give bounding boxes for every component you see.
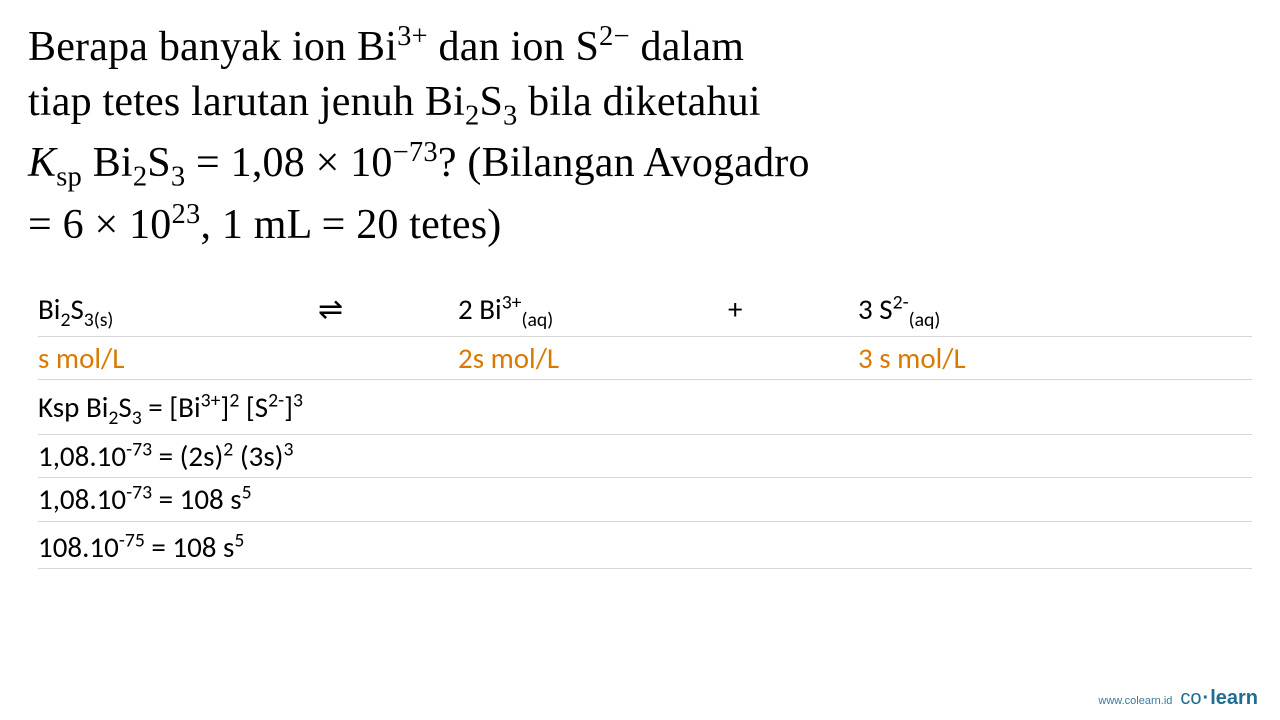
text: 1,08.10 [38,438,126,474]
superscript: 3+ [397,21,428,52]
superscript: 2− [599,21,630,52]
text: (3s) [233,438,283,474]
equation-row-concentrations: s mol/L 2s mol/L 3 s mol/L [38,337,1252,381]
superscript: -73 [126,437,152,461]
superscript: −73 [393,137,438,168]
text: S [70,291,83,327]
text: Bi [38,291,60,327]
text: = 1,08 × 10 [185,140,392,186]
text: ? (Bilangan Avogadro [438,140,810,186]
text: 1,08.10 [38,481,126,517]
text: Berapa banyak ion Bi [28,24,397,70]
text: Ksp Bi [38,389,108,425]
text: 108.10 [38,529,119,565]
superscript: 5 [234,528,244,552]
text: bila diketahui [517,79,760,125]
text: 3 S [858,291,893,327]
superscript: 2 [223,437,233,461]
text: [S [239,389,268,425]
text: S [118,389,131,425]
text: tiap tetes larutan jenuh Bi [28,79,465,125]
calc-line-3: 1,08.10-73 = 108 s5 [38,478,1252,522]
superscript: 2- [268,389,284,413]
text: 2 Bi [458,291,502,327]
text: , 1 mL = 20 tetes) [200,202,501,248]
superscript: 3+ [502,291,522,315]
calc-line-4: 108.10-75 = 108 s5 [38,526,1252,570]
product-1: 2 Bi3+(aq) [458,289,728,334]
text: = (2s) [152,438,223,474]
reactant: Bi2S3(s) [38,289,318,334]
superscript: 3+ [201,389,221,413]
product-2: 3 S2-(aq) [858,289,1138,334]
subscript: (aq) [909,308,941,332]
footer: www.colearn.id co·learn [1098,687,1258,710]
brand-learn: learn [1210,687,1258,709]
text: Bi [82,140,133,186]
subscript: 2 [465,100,479,131]
brand-co: co [1180,687,1201,709]
text: ] [220,389,229,425]
text: S [147,140,171,186]
superscript: -73 [126,481,152,505]
text: dalam [630,24,744,70]
text: = 108 s [152,481,242,517]
subscript: 3 [171,162,185,193]
subscript: 3(s) [84,308,114,332]
brand-dot: · [1203,687,1210,709]
reactant-conc: s mol/L [38,338,318,379]
superscript: -75 [119,528,145,552]
subscript: 2 [60,308,70,332]
solution-working: Bi2S3(s) ⇌ 2 Bi3+(aq) + 3 S2-(aq) s mol/… [28,288,1252,569]
superscript: 5 [242,481,252,505]
problem-statement: Berapa banyak ion Bi3+ dan ion S2− dalam… [28,18,1252,252]
superscript: 23 [171,199,200,230]
subscript: (aq) [522,308,554,332]
text: = 108 s [145,529,235,565]
variable-k: K [28,140,56,186]
text: ] [284,389,293,425]
plus-sign: + [728,289,858,330]
product2-conc: 3 s mol/L [858,338,1138,379]
subscript: 3 [132,406,142,430]
superscript: 2- [893,291,909,315]
product1-conc: 2s mol/L [458,338,728,379]
subscript: 2 [108,406,118,430]
equation-row-species: Bi2S3(s) ⇌ 2 Bi3+(aq) + 3 S2-(aq) [38,288,1252,336]
subscript-sp: sp [56,162,82,193]
brand-logo: co·learn [1180,687,1258,710]
text: dan ion S [428,24,599,70]
footer-url: www.colearn.id [1098,695,1172,707]
equilibrium-arrow: ⇌ [318,289,458,331]
text: = [Bi [142,389,201,425]
superscript: 3 [293,389,303,413]
superscript: 3 [283,437,293,461]
text: = 6 × 10 [28,202,171,248]
superscript: 2 [229,389,239,413]
subscript: 2 [133,162,147,193]
text: S [479,79,503,125]
calc-line-2: 1,08.10-73 = (2s)2 (3s)3 [38,435,1252,479]
calc-line-1: Ksp Bi2S3 = [Bi3+]2 [S2-]3 [38,386,1252,434]
subscript: 3 [503,100,517,131]
